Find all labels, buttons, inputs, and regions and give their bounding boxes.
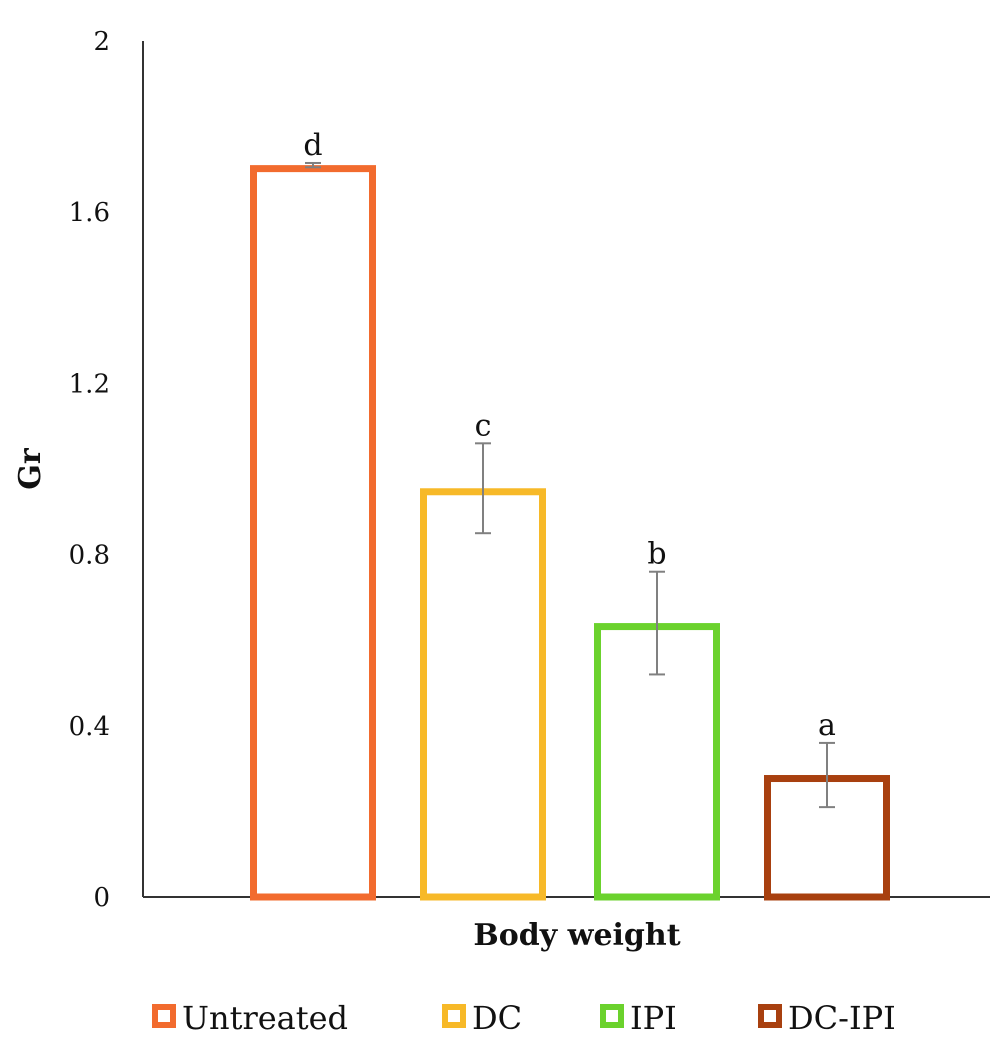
legend-item: DC xyxy=(442,999,522,1037)
legend-item: IPI xyxy=(600,999,677,1037)
significance-label: b xyxy=(647,537,666,572)
error-bar xyxy=(649,570,665,676)
bar-group-dc: c xyxy=(420,408,546,901)
y-tick-label: 0.8 xyxy=(69,541,110,571)
legend-label: Untreated xyxy=(182,999,348,1037)
legend-item: Untreated xyxy=(152,999,348,1037)
y-tick-label: 1.6 xyxy=(69,198,110,228)
bar-group-dc-ipi: a xyxy=(764,708,890,901)
bars-group: d c b a xyxy=(250,128,890,901)
legend-item: DC-IPI xyxy=(758,999,896,1037)
legend-swatch xyxy=(152,1004,176,1028)
x-axis-title: Body weight xyxy=(473,918,680,953)
y-tick-label: 2 xyxy=(93,27,110,57)
error-bar xyxy=(475,442,491,535)
legend-label: IPI xyxy=(630,999,677,1037)
y-axis-title: Gr xyxy=(13,447,48,490)
bar-group-untreated: d xyxy=(250,128,376,901)
y-tick-label: 0.4 xyxy=(69,712,110,742)
y-tick-label: 1.2 xyxy=(69,369,110,399)
significance-label: c xyxy=(475,408,492,443)
bar xyxy=(250,165,376,901)
bar xyxy=(420,488,546,901)
legend-label: DC-IPI xyxy=(788,999,896,1037)
y-axis-ticks: 0 0.4 0.8 1.2 1.6 2 xyxy=(69,27,110,913)
y-tick-label: 0 xyxy=(93,883,110,913)
error-bar xyxy=(819,741,835,809)
significance-label: d xyxy=(303,128,322,163)
bar-group-ipi: b xyxy=(594,537,720,901)
significance-label: a xyxy=(818,708,836,743)
error-bar xyxy=(305,161,321,169)
legend: Untreated DC IPI DC-IPI xyxy=(152,999,896,1037)
legend-swatch xyxy=(442,1004,466,1028)
legend-label: DC xyxy=(472,999,522,1037)
legend-swatch xyxy=(758,1004,782,1028)
legend-swatch xyxy=(600,1004,624,1028)
